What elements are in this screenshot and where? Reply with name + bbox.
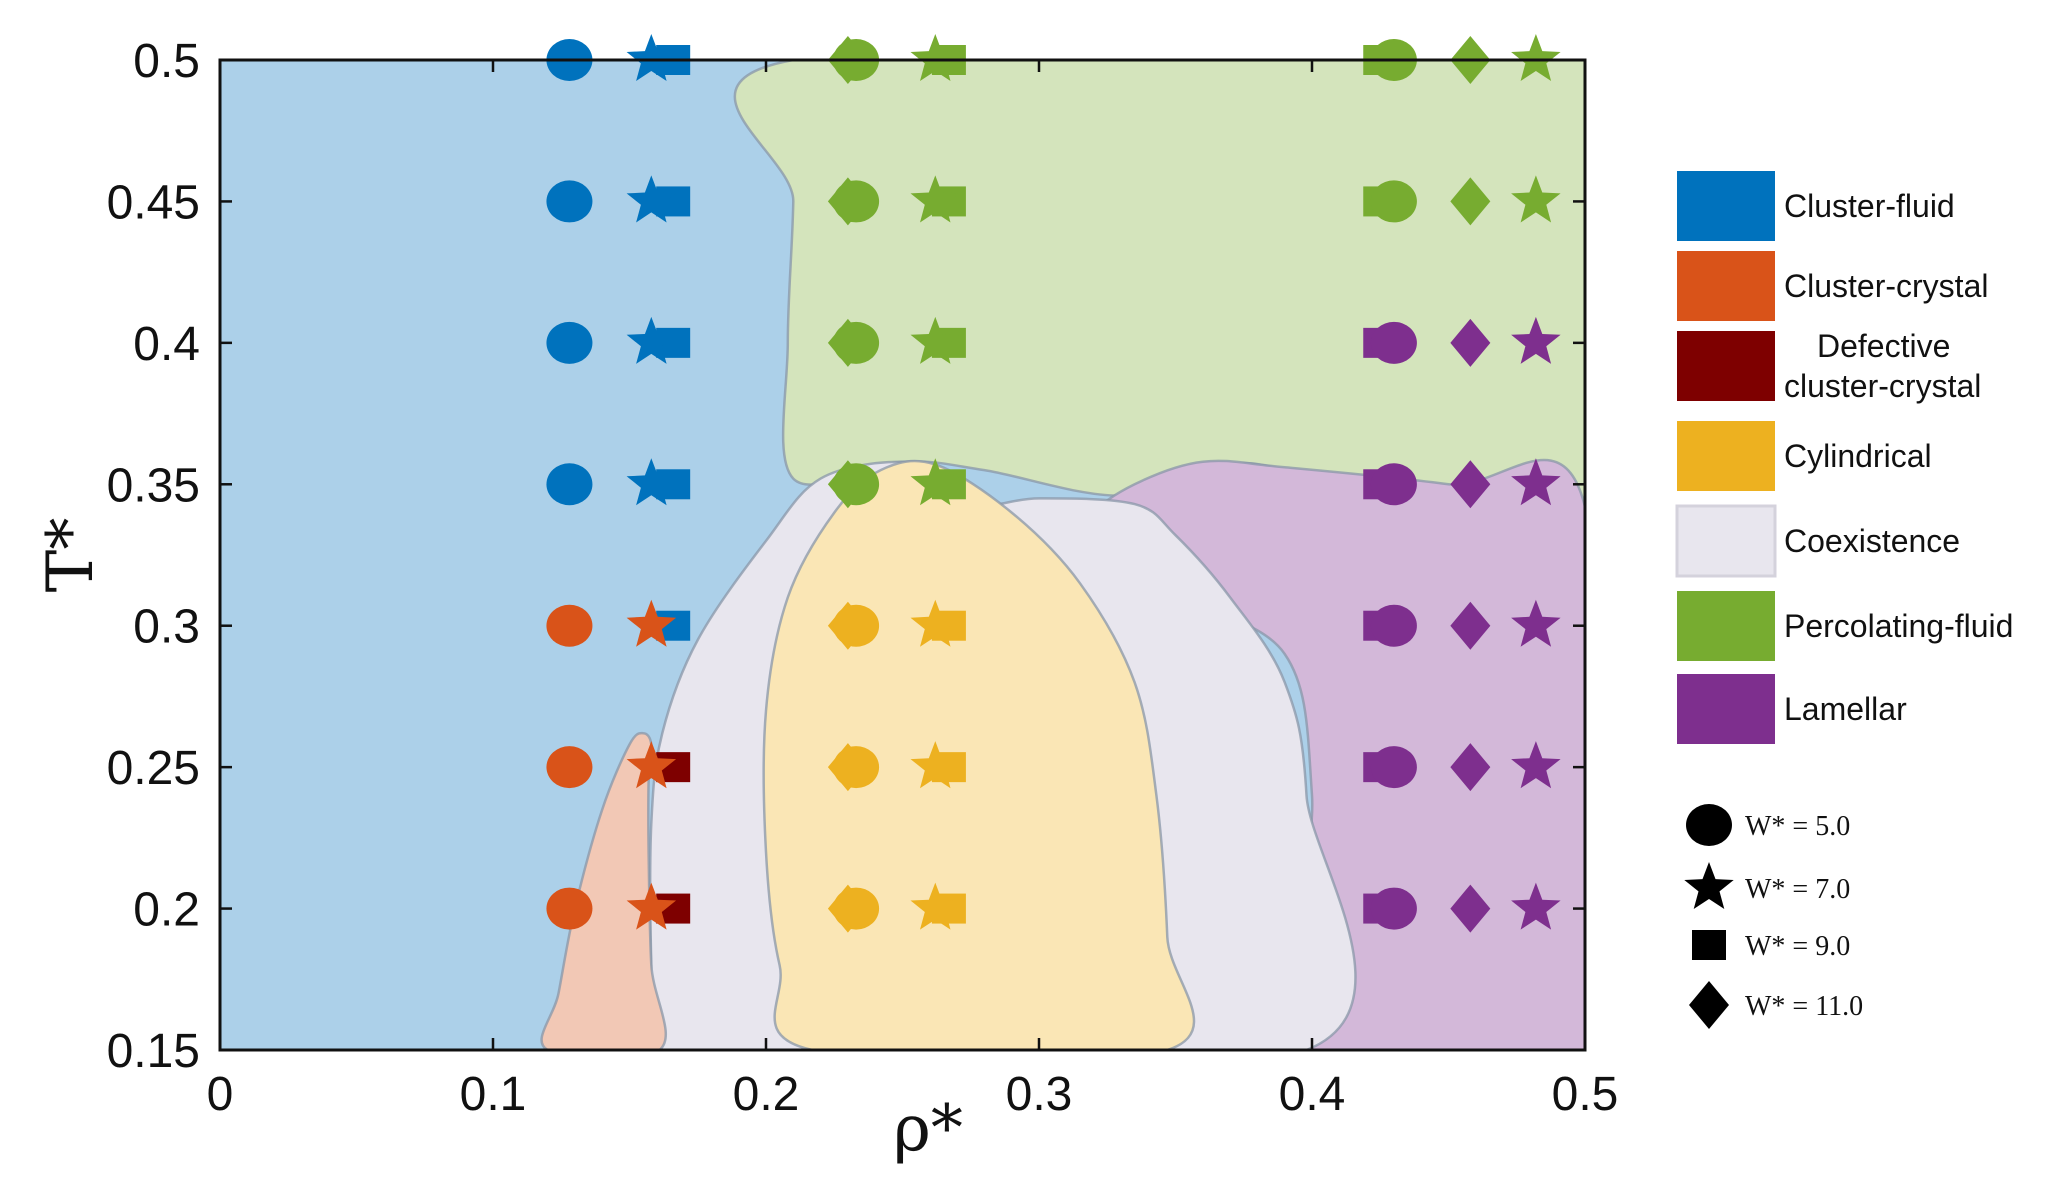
data-point-star-lamellar xyxy=(1511,316,1561,364)
data-point-diamond-lamellar xyxy=(1450,601,1491,650)
marker-legend-diamond-icon xyxy=(1689,981,1729,1029)
x-tick-label: 0.4 xyxy=(1279,1068,1346,1121)
data-point-circle-lamellar xyxy=(1370,887,1417,930)
data-point-circle-lamellar xyxy=(1370,463,1417,506)
y-tick-label: 0.4 xyxy=(133,318,200,371)
phase-regions xyxy=(220,60,1585,1050)
data-point-star-cylindrical xyxy=(910,882,960,930)
y-tick-label: 0.15 xyxy=(107,1025,200,1078)
data-point-star-cylindrical xyxy=(910,599,960,647)
data-point-circle-cylindrical xyxy=(833,604,880,647)
data-point-circle-cluster-crystal xyxy=(546,887,593,930)
data-point-diamond-lamellar xyxy=(1450,743,1491,792)
region-percolating-fluid xyxy=(733,60,1585,533)
y-tick-label: 0.2 xyxy=(133,884,200,937)
x-axis-label: ρ* xyxy=(893,1092,963,1166)
legend-label-lamellar: Lamellar xyxy=(1784,691,1907,727)
data-point-circle-percolating-fluid xyxy=(833,321,880,364)
data-point-star-lamellar xyxy=(1511,599,1561,647)
y-tick-label: 0.25 xyxy=(107,742,200,795)
legend-swatch-coexistence xyxy=(1675,504,1777,578)
legend-label-cylindrical: Cylindrical xyxy=(1784,438,1932,474)
data-markers xyxy=(546,34,1561,933)
y-tick-label: 0.45 xyxy=(107,176,200,229)
data-point-circle-cluster-fluid xyxy=(546,321,593,364)
data-point-circle-cluster-crystal xyxy=(546,604,593,647)
data-point-circle-percolating-fluid xyxy=(1370,180,1417,223)
legend-swatch-lamellar xyxy=(1677,674,1775,744)
marker-legend-circle-icon xyxy=(1686,804,1732,846)
data-point-circle-lamellar xyxy=(1370,746,1417,789)
legend-label-cluster-fluid: Cluster-fluid xyxy=(1784,188,1955,224)
data-point-star-lamellar xyxy=(1511,882,1561,930)
data-point-star-lamellar xyxy=(1511,458,1561,506)
data-point-circle-cylindrical xyxy=(833,746,880,789)
data-point-star-cluster-fluid xyxy=(626,458,677,506)
plot-frame xyxy=(218,58,1587,1052)
data-point-star-percolating-fluid xyxy=(910,316,960,364)
data-point-diamond-lamellar xyxy=(1450,460,1491,509)
marker-legend-label: W* = 7.0 xyxy=(1745,874,1850,905)
marker-legend: W* = 5.0 W* = 7.0 W* = 9.0 W* = 11.0 xyxy=(1684,804,1863,1029)
marker-legend-label: W* = 5.0 xyxy=(1745,811,1850,842)
x-tick-label: 0.5 xyxy=(1552,1068,1619,1121)
marker-legend-square-icon xyxy=(1692,930,1726,960)
y-tick-label: 0.5 xyxy=(133,35,200,88)
data-point-star-cylindrical xyxy=(910,741,960,789)
data-point-diamond-percolating-fluid xyxy=(1450,177,1491,226)
axis-ticks: 0 0.1 0.2 0.3 0.4 0.5 0.15 0.2 0.25 0.3 0.35 0.4 0.4… xyxy=(107,35,1619,1121)
legend-swatch-cylindrical xyxy=(1677,421,1775,491)
legend-swatch-defective xyxy=(1677,331,1775,401)
x-tick-label: 0.1 xyxy=(460,1068,527,1121)
data-point-star-cluster-crystal xyxy=(626,882,677,930)
data-point-circle-cluster-fluid xyxy=(546,463,593,506)
marker-legend-label: W* = 9.0 xyxy=(1745,931,1850,962)
data-point-star-percolating-fluid xyxy=(1511,175,1561,223)
x-tick-label: 0.3 xyxy=(1006,1068,1073,1121)
legend-label-percolating-fluid: Percolating-fluid xyxy=(1784,608,2013,644)
marker-legend-star-icon xyxy=(1684,862,1734,909)
data-point-circle-percolating-fluid xyxy=(833,180,880,223)
x-tick-label: 0 xyxy=(207,1068,234,1121)
data-point-circle-percolating-fluid xyxy=(833,463,880,506)
data-point-diamond-lamellar xyxy=(1450,884,1491,933)
data-point-circle-lamellar xyxy=(1370,321,1417,364)
data-point-star-cluster-crystal xyxy=(626,741,677,789)
data-point-star-percolating-fluid xyxy=(1511,34,1561,81)
legend-label-cluster-crystal: Cluster-crystal xyxy=(1784,268,1988,304)
y-axis-label: T* xyxy=(34,518,108,593)
data-point-star-cluster-fluid xyxy=(626,34,677,81)
data-point-star-percolating-fluid xyxy=(910,34,960,81)
phase-legend: Cluster-fluid Cluster-crystal Defective clu… xyxy=(1675,171,2013,744)
data-point-circle-cluster-crystal xyxy=(546,746,593,789)
data-point-star-percolating-fluid xyxy=(910,458,960,506)
data-point-circle-cylindrical xyxy=(833,887,880,930)
data-point-star-cluster-fluid xyxy=(626,316,677,364)
legend-swatch-percolating-fluid xyxy=(1677,591,1775,661)
data-point-star-lamellar xyxy=(1511,741,1561,789)
data-point-circle-lamellar xyxy=(1370,604,1417,647)
x-tick-label: 0.2 xyxy=(733,1068,800,1121)
marker-legend-label: W* = 11.0 xyxy=(1745,991,1863,1022)
data-point-star-percolating-fluid xyxy=(910,175,960,223)
data-point-circle-cluster-fluid xyxy=(546,180,593,223)
y-tick-label: 0.3 xyxy=(133,601,200,654)
data-point-diamond-lamellar xyxy=(1450,318,1491,367)
y-tick-label: 0.35 xyxy=(107,459,200,512)
data-point-star-cluster-crystal xyxy=(626,599,677,647)
legend-swatch-cluster-fluid xyxy=(1677,171,1775,241)
legend-label-defective: Defective cluster-crystal xyxy=(1784,328,1981,404)
legend-label-coexistence: Coexistence xyxy=(1784,523,1960,559)
legend-swatch-cluster-crystal xyxy=(1677,251,1775,321)
data-point-star-cluster-fluid xyxy=(626,175,677,223)
